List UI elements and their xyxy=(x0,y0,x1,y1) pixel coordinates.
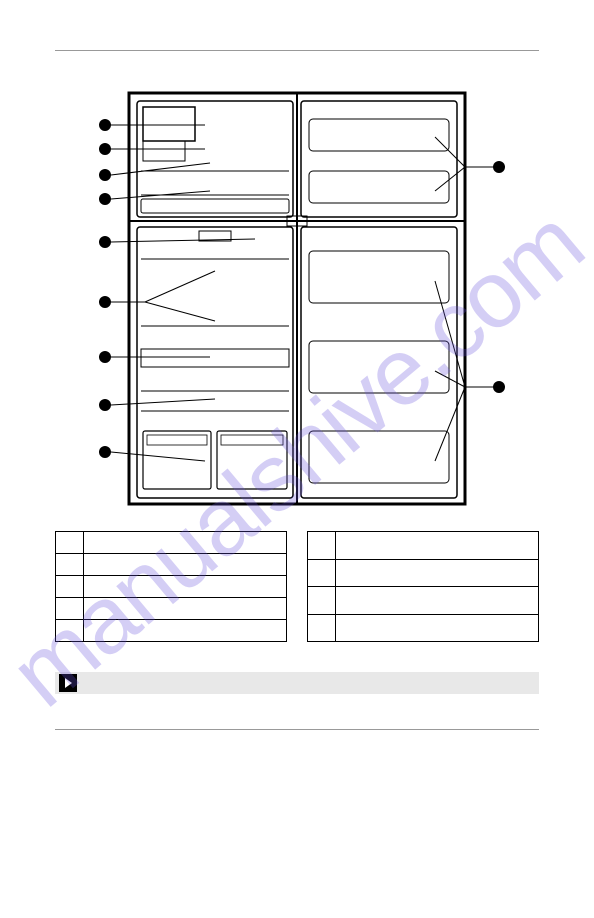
table-row xyxy=(56,532,287,554)
table-row xyxy=(308,532,539,560)
parts-table-left xyxy=(55,531,287,642)
table-row xyxy=(308,614,539,642)
table-row xyxy=(56,598,287,620)
callout-dot-11 xyxy=(493,381,505,393)
callout-dot-1 xyxy=(99,119,111,131)
callout-dot-10 xyxy=(493,161,505,173)
note-body xyxy=(55,700,539,740)
callout-overlay xyxy=(55,91,539,511)
top-divider xyxy=(55,50,539,51)
parts-table-right xyxy=(307,531,539,642)
callout-dot-2 xyxy=(99,143,111,155)
arrow-right-icon xyxy=(59,674,77,692)
callout-dot-6 xyxy=(99,296,111,308)
note-heading-bar xyxy=(55,672,539,694)
page xyxy=(0,0,594,780)
parts-tables xyxy=(55,531,539,642)
callout-dot-9 xyxy=(99,446,111,458)
table-row xyxy=(56,576,287,598)
callout-dot-3 xyxy=(99,169,111,181)
appliance-diagram xyxy=(55,91,539,511)
table-row xyxy=(308,559,539,587)
callout-dot-4 xyxy=(99,193,111,205)
table-row xyxy=(56,620,287,642)
callout-dot-8 xyxy=(99,399,111,411)
table-row xyxy=(308,587,539,615)
bottom-divider xyxy=(55,729,539,730)
callout-dot-7 xyxy=(99,351,111,363)
table-row xyxy=(56,554,287,576)
callout-dot-5 xyxy=(99,236,111,248)
